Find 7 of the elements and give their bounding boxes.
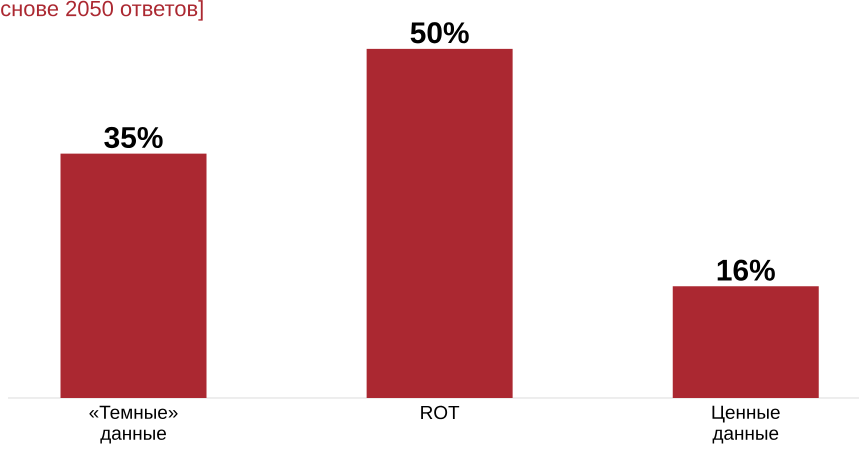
x-tick-label: «Темные» данные	[89, 406, 178, 444]
chart-subtitle: снове 2050 ответов]	[1, 0, 203, 21]
data-label: 16%	[718, 260, 775, 281]
data-label: 50%	[410, 22, 469, 44]
x-tick-label: ROT	[421, 406, 460, 420]
data-label: 35%	[104, 126, 163, 148]
x-tick-label: Ценные данные	[712, 406, 780, 444]
